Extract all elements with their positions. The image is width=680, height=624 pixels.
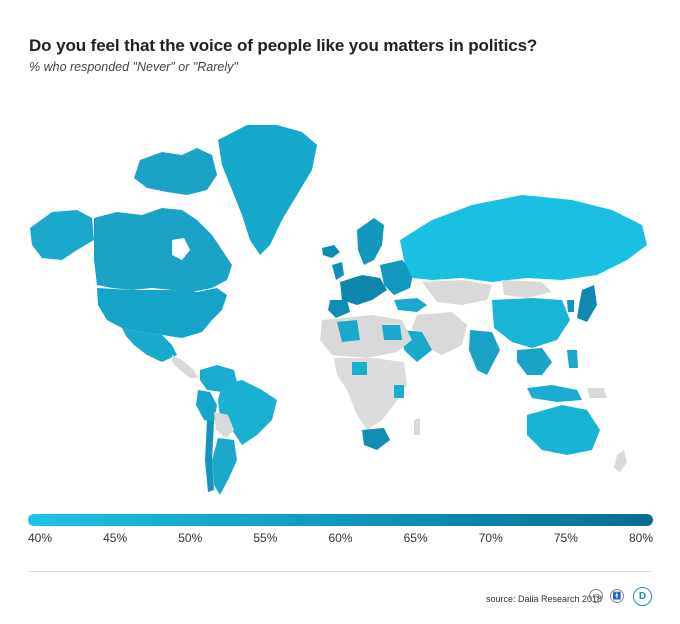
region-peru	[196, 390, 217, 422]
region-mexico	[122, 328, 177, 362]
color-scale-bar	[28, 514, 653, 526]
scale-segment	[574, 514, 653, 526]
color-scale-labels: 40% 45% 50% 55% 60% 65% 70% 75% 80%	[0, 531, 680, 547]
region-australia	[527, 405, 600, 455]
scale-label: 65%	[403, 531, 428, 545]
scale-label: 55%	[253, 531, 278, 545]
scale-label: 60%	[328, 531, 353, 545]
scale-segment	[340, 514, 419, 526]
region-russia	[400, 195, 647, 282]
attribution-icon: 🚹	[610, 589, 624, 603]
region-uk	[332, 262, 344, 280]
region-korea	[567, 300, 574, 312]
region-central-america	[172, 355, 198, 378]
chart-title: Do you feel that the voice of people lik…	[29, 36, 538, 55]
region-south-africa	[362, 428, 390, 450]
scale-segment	[262, 514, 341, 526]
scale-label: 45%	[103, 531, 128, 545]
region-kazakhstan	[422, 280, 492, 305]
region-alaska	[30, 210, 94, 260]
dalia-logo: D	[633, 587, 652, 606]
region-arctic-islands	[134, 148, 217, 195]
scale-segment	[184, 514, 263, 526]
region-greenland	[218, 125, 317, 255]
region-papua	[587, 388, 607, 398]
scale-segment	[106, 514, 185, 526]
region-philippines	[567, 350, 578, 368]
scale-label: 40%	[27, 531, 53, 545]
region-southeast-asia	[517, 348, 552, 375]
region-scandinavia	[357, 218, 384, 265]
region-argentina	[212, 438, 237, 495]
region-indonesia	[527, 385, 582, 402]
region-western-europe	[340, 275, 387, 305]
region-turkey	[394, 298, 427, 312]
region-egypt	[382, 325, 402, 340]
footer-divider	[28, 571, 653, 572]
region-algeria	[337, 320, 360, 342]
scale-label: 70%	[478, 531, 503, 545]
region-hudson-bay	[172, 238, 190, 260]
region-usa	[97, 288, 227, 338]
region-china	[492, 298, 570, 348]
region-chile	[205, 420, 214, 492]
scale-label: 80%	[628, 531, 654, 545]
region-madagascar	[414, 418, 420, 435]
scale-segment	[496, 514, 575, 526]
region-new-zealand	[614, 450, 627, 472]
cc-icon: cc	[589, 589, 603, 603]
scale-label: 75%	[553, 531, 578, 545]
source-text: source: Dalia Research 2018	[486, 594, 603, 604]
region-mongolia	[502, 280, 552, 298]
chart-subtitle: % who responded "Never" or "Rarely"	[29, 60, 238, 74]
scale-segment	[418, 514, 497, 526]
scale-label: 50%	[178, 531, 203, 545]
region-bolivia-paraguay	[214, 412, 234, 438]
region-india	[469, 330, 500, 375]
region-japan	[577, 285, 597, 322]
region-nigeria	[352, 362, 367, 375]
region-iberia	[328, 300, 350, 318]
region-canada	[94, 208, 232, 292]
region-iceland	[322, 245, 340, 258]
region-kenya	[394, 385, 404, 398]
scale-segment	[28, 514, 107, 526]
region-central-africa	[334, 358, 407, 430]
region-eastern-europe	[380, 260, 414, 295]
world-map	[30, 125, 647, 495]
